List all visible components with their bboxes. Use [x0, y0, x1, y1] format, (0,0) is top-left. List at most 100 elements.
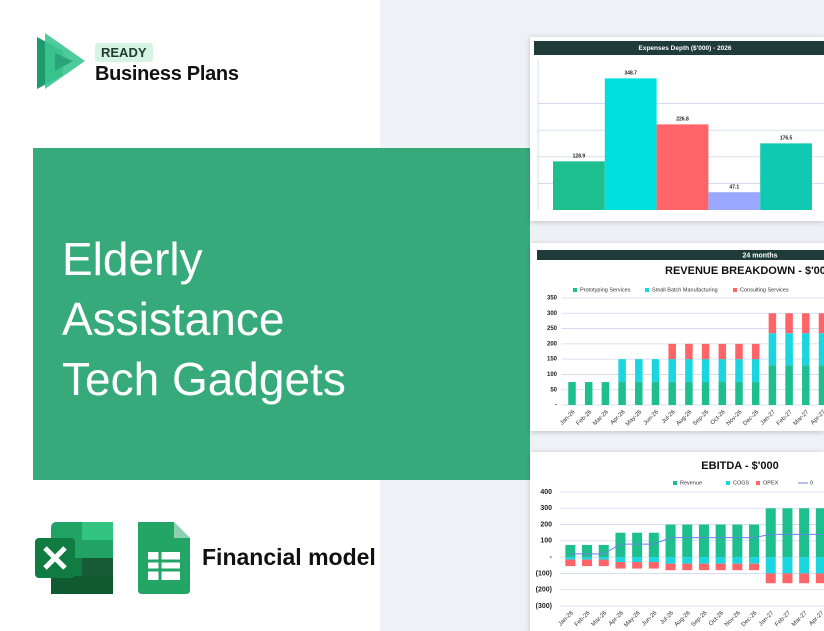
x-tick-label: May-26 — [623, 610, 642, 629]
y-tick-label: (100) — [536, 570, 552, 577]
chart-header: 24 months — [742, 252, 777, 259]
header-bar — [534, 41, 824, 55]
bar-segment — [732, 557, 743, 564]
bar-segment — [718, 359, 727, 383]
title-line: Tech Gadgets — [62, 353, 346, 405]
x-tick-label: Mar-26 — [592, 409, 610, 427]
bar-segment — [768, 333, 777, 366]
bar-segment — [598, 544, 609, 558]
bar-segment — [715, 524, 726, 558]
header-bar — [537, 250, 824, 260]
x-tick-label: Jan-27 — [760, 409, 778, 427]
bar-segment — [735, 382, 743, 405]
title-line: Elderly — [62, 233, 203, 285]
bar — [553, 161, 605, 210]
title-line: Assistance — [62, 293, 285, 345]
bar-segment — [751, 359, 760, 383]
bar-segment — [782, 557, 793, 574]
bar-segment — [818, 313, 824, 334]
bar-segment — [765, 557, 776, 574]
legend-label: Prototyping Services — [580, 287, 631, 293]
x-tick-label: Sep-26 — [691, 610, 709, 628]
y-tick-label: 50 — [550, 387, 557, 393]
chart-card: Expenses Depth ($'000) - 2026 128.9 348.7 2… — [530, 37, 824, 221]
data-label: 47.1 — [729, 185, 739, 191]
bar-segment — [802, 365, 810, 405]
bar-segment — [565, 544, 576, 558]
brand-badge: READY — [95, 43, 153, 62]
y-tick-label: 350 — [547, 296, 558, 302]
bar-segment — [799, 573, 810, 584]
bar-segment — [751, 382, 760, 405]
bar-segment — [615, 562, 626, 569]
x-tick-label: Dec-26 — [742, 409, 760, 427]
bar-segment — [685, 359, 693, 383]
x-tick-label: Jun-26 — [641, 610, 659, 628]
line-series — [570, 533, 821, 555]
bar-segment — [582, 544, 593, 558]
bar-segment — [682, 557, 693, 564]
x-tick-label: Nov-26 — [724, 610, 742, 628]
bar-segment — [732, 563, 743, 571]
bar-segment — [802, 313, 810, 334]
bar-segment — [565, 559, 576, 567]
x-tick-label: Dec-26 — [741, 610, 759, 628]
data-label: 128.9 — [573, 154, 586, 160]
chart-card: 24 months REVENUE BREAKDOWN - $'000 - 50 100… — [530, 243, 824, 431]
y-tick-label: 300 — [547, 311, 558, 317]
bar — [604, 78, 657, 210]
bar-segment — [765, 573, 776, 584]
x-tick-label: Apr-27 — [808, 610, 824, 627]
bar-segment — [668, 382, 676, 405]
chart-title: EBITDA - $'000 — [701, 460, 778, 472]
bar-segment — [749, 557, 760, 564]
x-tick-label: Jan-26 — [559, 409, 577, 427]
legend-label: COGS — [733, 480, 750, 486]
bar-segment — [615, 532, 626, 558]
bar-segment — [615, 557, 626, 563]
bar-segment — [735, 343, 743, 360]
bar-segment — [582, 557, 593, 560]
bar-segment — [665, 524, 676, 558]
bar-segment — [735, 359, 743, 383]
legend-swatch — [726, 481, 730, 485]
bar-segment — [751, 343, 760, 360]
bar-segment — [635, 359, 643, 383]
bar-segment — [635, 382, 643, 405]
data-label: 226.8 — [676, 117, 689, 123]
sheets-icon — [138, 522, 190, 594]
bar-segment — [732, 524, 743, 558]
bar-segment — [584, 382, 593, 405]
bar-segment — [715, 557, 726, 564]
brand-name: Business Plans — [95, 63, 239, 85]
x-tick-label: Feb-27 — [774, 610, 792, 628]
bar — [760, 143, 812, 210]
bar-segment — [582, 559, 593, 567]
bar-segment — [601, 382, 610, 405]
x-tick-label: Feb-26 — [576, 409, 594, 427]
bar-segment — [701, 343, 710, 360]
y-tick-label: 150 — [547, 357, 558, 363]
x-tick-label: Sep-26 — [692, 409, 710, 427]
bar-segment — [565, 557, 576, 560]
bar-segment — [799, 557, 810, 574]
bar-segment — [718, 382, 727, 405]
bar-segment — [802, 333, 810, 366]
x-tick-label: Nov-26 — [726, 409, 744, 427]
bar-segment — [698, 563, 709, 571]
x-tick-label: Jun-26 — [643, 409, 661, 427]
bar-segment — [618, 359, 626, 383]
legend-label: Consulting Services — [740, 287, 789, 293]
bar-segment — [785, 313, 793, 334]
bar-segment — [698, 557, 709, 564]
legend-label: Small Batch Manufacturing — [652, 287, 718, 293]
bar-segment — [715, 563, 726, 571]
bar-segment — [665, 557, 676, 564]
bar-segment — [682, 563, 693, 571]
bar — [656, 124, 709, 210]
bar-segment — [632, 557, 643, 563]
legend-swatch — [756, 481, 760, 485]
x-tick-label: Apr-27 — [810, 409, 824, 426]
x-tick-label: Feb-26 — [574, 610, 592, 628]
legend-label: 0 — [810, 480, 813, 486]
